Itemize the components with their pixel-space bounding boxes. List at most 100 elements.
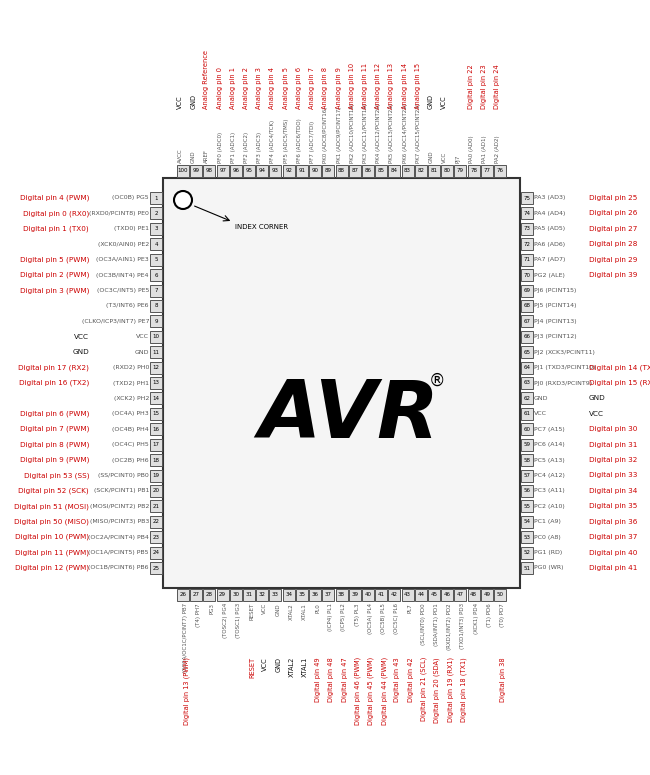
Text: (RXD1/INT2) PD2: (RXD1/INT2) PD2: [447, 603, 452, 649]
Text: PF2 (ADC2): PF2 (ADC2): [244, 132, 249, 163]
Text: 52: 52: [523, 550, 530, 555]
Text: 94: 94: [259, 168, 266, 174]
FancyBboxPatch shape: [203, 589, 215, 601]
Text: Digital pin 16 (TX2): Digital pin 16 (TX2): [19, 380, 89, 386]
Text: 46: 46: [444, 593, 450, 598]
FancyBboxPatch shape: [375, 589, 387, 601]
Text: PJ0 (RXD3/PCINT9): PJ0 (RXD3/PCINT9): [534, 381, 592, 385]
FancyBboxPatch shape: [467, 589, 480, 601]
Text: 1: 1: [154, 195, 158, 201]
Text: VCC: VCC: [262, 603, 267, 615]
Text: 7: 7: [154, 288, 158, 293]
Text: (XCK1) PD4: (XCK1) PD4: [474, 603, 478, 634]
Text: 51: 51: [523, 566, 530, 570]
Text: 70: 70: [523, 273, 530, 277]
Text: Analog pin 11: Analog pin 11: [362, 63, 368, 109]
Text: Analog Reference: Analog Reference: [203, 50, 209, 109]
Text: 56: 56: [523, 488, 530, 494]
Text: 76: 76: [497, 168, 504, 174]
Text: (OC0A/OC1C/PCINT7) PB7: (OC0A/OC1C/PCINT7) PB7: [183, 603, 188, 673]
Text: Analog pin 15: Analog pin 15: [415, 63, 421, 109]
Text: 57: 57: [523, 473, 530, 478]
Text: PF6 (ADC6/TDO): PF6 (ADC6/TDO): [297, 119, 302, 163]
Text: Digital pin 50 (MISO): Digital pin 50 (MISO): [14, 518, 89, 525]
Text: XTAL1: XTAL1: [302, 603, 307, 620]
FancyBboxPatch shape: [521, 392, 533, 405]
Text: Digital pin 26: Digital pin 26: [589, 211, 638, 216]
FancyBboxPatch shape: [521, 284, 533, 297]
FancyBboxPatch shape: [335, 165, 348, 177]
Text: 38: 38: [338, 593, 345, 598]
Text: 11: 11: [153, 350, 159, 355]
Text: 22: 22: [153, 519, 159, 524]
Text: PL0: PL0: [315, 603, 320, 613]
Text: 62: 62: [523, 396, 530, 401]
Text: PC5 (A13): PC5 (A13): [534, 457, 565, 463]
Text: Digital pin 38: Digital pin 38: [500, 657, 506, 701]
Text: PA4 (AD4): PA4 (AD4): [534, 211, 566, 216]
Text: RESET: RESET: [249, 657, 255, 678]
Text: (OC5A) PL4: (OC5A) PL4: [368, 603, 373, 634]
Text: PC0 (A8): PC0 (A8): [534, 535, 561, 539]
Text: 36: 36: [311, 593, 318, 598]
Text: 85: 85: [378, 168, 385, 174]
Text: Analog pin 12: Analog pin 12: [375, 63, 381, 109]
Text: 55: 55: [523, 504, 530, 509]
Text: 64: 64: [523, 365, 530, 370]
FancyBboxPatch shape: [150, 423, 162, 436]
Text: AVCC: AVCC: [178, 148, 183, 163]
Text: GND: GND: [135, 350, 149, 355]
Text: 34: 34: [285, 593, 292, 598]
Text: 30: 30: [232, 593, 239, 598]
Text: (RXD2) PH0: (RXD2) PH0: [112, 365, 149, 370]
Text: Digital pin 43: Digital pin 43: [395, 657, 400, 701]
Text: Digital pin 46 (PWM): Digital pin 46 (PWM): [355, 657, 361, 725]
Text: (OC1A/PCINT5) PB5: (OC1A/PCINT5) PB5: [88, 550, 149, 555]
FancyBboxPatch shape: [270, 165, 281, 177]
FancyBboxPatch shape: [296, 165, 308, 177]
Text: PG2 (ALE): PG2 (ALE): [534, 273, 565, 277]
Text: PK0 (ADC8/PCINT16): PK0 (ADC8/PCINT16): [323, 107, 328, 163]
Text: Analog pin 9: Analog pin 9: [335, 67, 341, 109]
Text: 86: 86: [365, 168, 371, 174]
Text: (MISO/PCINT3) PB3: (MISO/PCINT3) PB3: [90, 519, 149, 524]
Text: Digital pin 41: Digital pin 41: [589, 565, 638, 571]
Text: 58: 58: [523, 457, 530, 463]
Text: 42: 42: [391, 593, 398, 598]
Text: Analog pin 13: Analog pin 13: [388, 63, 395, 109]
Text: Digital pin 13 (PWM): Digital pin 13 (PWM): [183, 657, 190, 725]
Text: 65: 65: [523, 350, 530, 355]
Text: Analog pin 14: Analog pin 14: [402, 63, 408, 109]
Text: 18: 18: [153, 457, 159, 463]
FancyBboxPatch shape: [309, 165, 321, 177]
FancyBboxPatch shape: [415, 589, 427, 601]
Text: PF0 (ADC0): PF0 (ADC0): [218, 132, 222, 163]
Text: ®: ®: [428, 372, 445, 390]
Text: 32: 32: [259, 593, 266, 598]
Text: (OC2B) PH6: (OC2B) PH6: [112, 457, 149, 463]
FancyBboxPatch shape: [190, 589, 202, 601]
Text: 87: 87: [351, 168, 358, 174]
FancyBboxPatch shape: [216, 165, 229, 177]
FancyBboxPatch shape: [177, 165, 189, 177]
Text: PK3 (ADC11/PCINT19): PK3 (ADC11/PCINT19): [363, 103, 368, 163]
Text: Digital pin 31: Digital pin 31: [589, 442, 638, 448]
Text: Digital pin 20 (SDA): Digital pin 20 (SDA): [434, 657, 441, 722]
Text: (OC3C/INT5) PE5: (OC3C/INT5) PE5: [97, 288, 149, 293]
Text: PK5 (ADC13/PCINT21): PK5 (ADC13/PCINT21): [389, 103, 395, 163]
Text: 60: 60: [523, 427, 530, 432]
FancyBboxPatch shape: [230, 589, 242, 601]
Text: PC7 (A15): PC7 (A15): [534, 427, 565, 432]
Text: Digital pin 27: Digital pin 27: [589, 226, 638, 232]
Text: (TOSC1) PG3: (TOSC1) PG3: [236, 603, 241, 639]
Text: 39: 39: [351, 593, 358, 598]
FancyBboxPatch shape: [402, 165, 413, 177]
FancyBboxPatch shape: [428, 589, 440, 601]
FancyBboxPatch shape: [163, 178, 520, 588]
Circle shape: [174, 191, 192, 209]
FancyBboxPatch shape: [521, 423, 533, 436]
Text: Digital pin 34: Digital pin 34: [589, 488, 638, 494]
Text: 68: 68: [523, 304, 530, 308]
Text: 40: 40: [365, 593, 371, 598]
FancyBboxPatch shape: [362, 589, 374, 601]
